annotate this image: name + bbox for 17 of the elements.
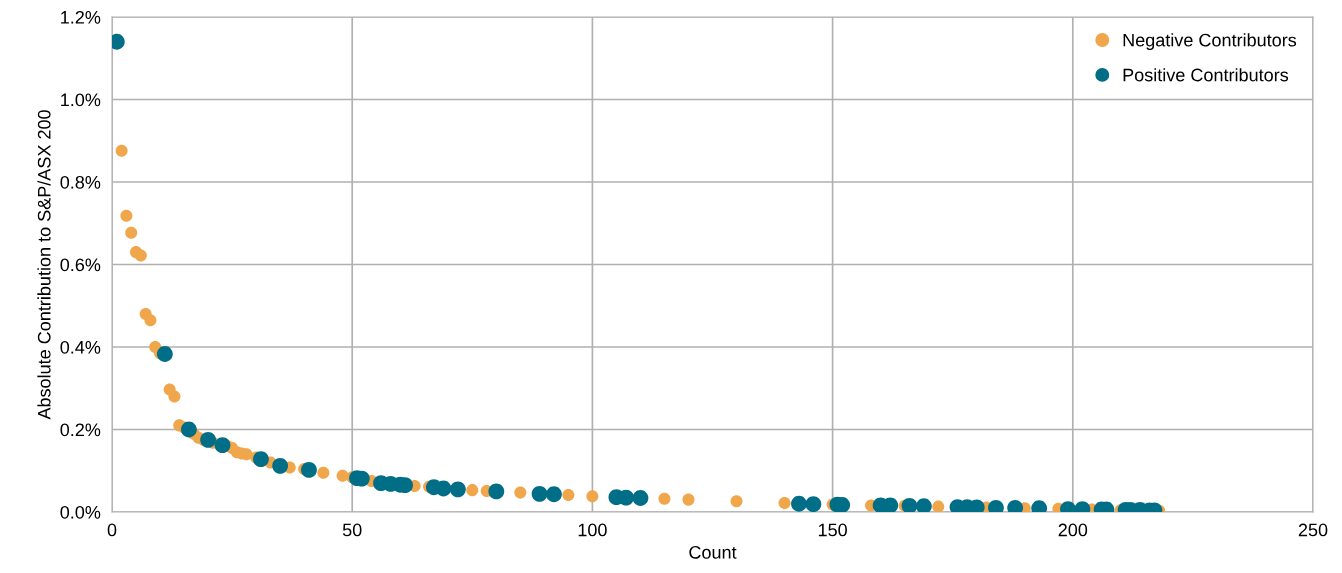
- y-tick-label: 0.6%: [60, 258, 101, 272]
- y-tick-label: 0.4%: [60, 340, 101, 354]
- x-tick-label: 250: [1298, 523, 1328, 537]
- y-tick-label: 1.2%: [61, 10, 101, 24]
- y-tick-label: 0.8%: [60, 175, 101, 189]
- y-tick-label: 0.0%: [60, 505, 101, 519]
- legend-label: Negative Contributors: [1123, 33, 1297, 51]
- x-axis-title: Count: [689, 545, 737, 559]
- y-tick-label: 1.0%: [61, 93, 101, 107]
- x-tick-label: 0: [107, 523, 117, 537]
- y-axis-title: Absolute Contribution to S&P/ASX 200: [37, 110, 51, 420]
- x-tick-label: 50: [342, 523, 362, 537]
- legend-label: Positive Contributors: [1123, 68, 1289, 82]
- y-tick-label: 0.2%: [60, 423, 101, 437]
- x-tick-label: 100: [578, 523, 607, 537]
- x-tick-label: 200: [1058, 523, 1088, 537]
- x-tick-label: 150: [818, 523, 847, 537]
